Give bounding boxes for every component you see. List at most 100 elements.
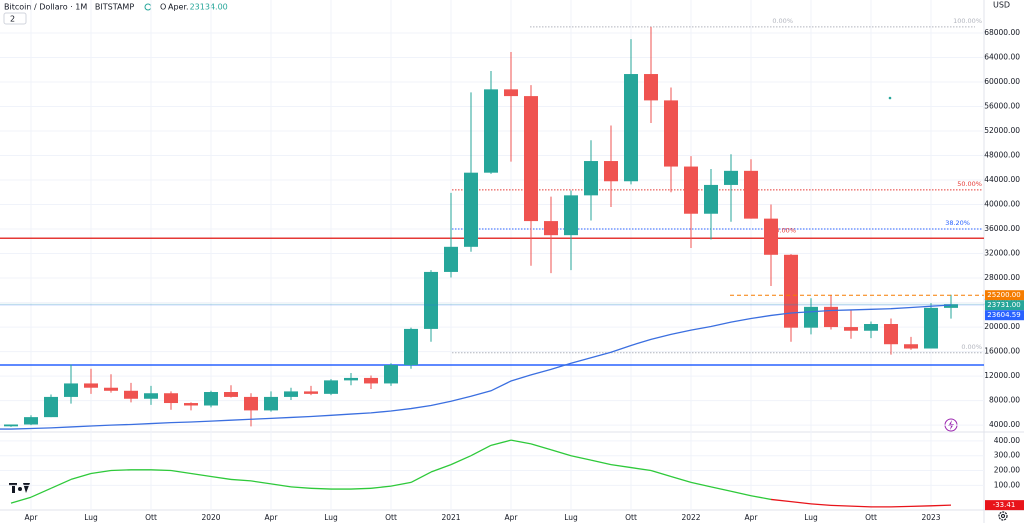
candle-body [4,424,18,427]
y-tick-label: 16000.00 [984,347,1020,356]
x-tick-label: Lug [804,513,818,522]
currency: USD [993,1,1010,10]
indicator-segment [910,505,932,508]
candle-body [264,396,278,411]
candle-body [564,195,578,236]
candle-body [164,393,178,404]
settings[interactable] [998,511,1008,521]
candle-body [464,172,478,247]
price-tag [985,300,1024,311]
candle-body [864,324,878,331]
indicator-segment [790,501,812,505]
candle-body [584,161,598,196]
indicator-segment [710,486,732,492]
candle-body [304,391,318,394]
fib-label: 50.00% [957,180,982,188]
candle-body [324,380,338,394]
y-tick-label: 60000.00 [984,77,1020,86]
candle-body [424,271,438,329]
indicator-segment [250,480,272,485]
indicator-segment [450,455,472,466]
candle-body [924,307,938,349]
indicator-segment [170,469,192,475]
indicator-segment [490,439,512,446]
candle-body [204,392,218,406]
moving-average [0,304,952,430]
y-tick-label: 40000.00 [984,200,1020,209]
x-tick-label: Lug [84,513,98,522]
candle-body [444,246,458,272]
candle-body [744,170,758,219]
price-tag-label: -33.41 [993,501,1016,509]
candle-body [504,89,518,97]
candle-body [944,304,958,308]
indicator-segment [750,495,772,501]
candle-body [244,396,258,411]
x-tick-label: Apr [25,513,39,522]
collapse-button[interactable] [3,12,27,25]
study-count[interactable]: 2 [10,15,15,24]
price-tag [985,310,1024,321]
gear[interactable] [998,511,1008,521]
fib-label: 0.00% [772,17,793,25]
grid [0,0,984,510]
indicator-segment [470,444,492,457]
fib-label: 100.00% [953,17,982,25]
candle-body [764,218,778,255]
x-tick-label: Ott [385,513,397,522]
candle-body [604,161,618,182]
candle-body [784,254,798,328]
y2-tick-label: 400.00 [994,436,1020,445]
marker-dot [888,96,892,100]
candle-body [844,327,858,331]
y-tick-label: 56000.00 [984,102,1020,111]
indicator-segment [690,481,712,488]
y-tick-label: 32000.00 [984,249,1020,258]
candle-body [84,383,98,388]
y-tick-label: 20000.00 [984,322,1020,331]
indicator-segment [410,471,432,483]
y-tick-label: 68000.00 [984,28,1020,37]
symbol: Bitcoin / Dollaro · 1M · BITSTAMP [4,3,134,12]
indicator-segment [830,504,852,507]
y-tick-label: 8000.00 [989,396,1020,405]
candle-body [144,393,158,399]
indicator-segment [10,496,32,504]
fib-label: 38.20% [945,219,970,227]
indicator-segment [930,504,952,507]
candle-body [364,377,378,384]
candle-body [624,74,638,182]
indicator-segment [290,486,312,489]
x-tick-label: Ott [145,513,157,522]
x-tick-label: Apr [745,513,759,522]
candle-body [404,328,418,366]
indicator-segment [30,487,52,498]
indicator-segment [110,469,132,472]
gear-hub[interactable] [1001,514,1005,518]
candle-body [904,344,918,349]
price-tag [985,290,1024,301]
indicator-segment [770,498,792,503]
x-tick-label: Apr [505,513,519,522]
candle-body [664,100,678,167]
indicator-segment [630,466,652,472]
indicator-segment [350,487,372,490]
indicator-segment [650,469,672,478]
indicator-segment [370,485,392,489]
fib-label: 0.00% [961,343,982,351]
x-tick-label: Ott [625,513,637,522]
indicator-segment [670,475,692,484]
y-tick-label: 36000.00 [984,224,1020,233]
indicator-segment [210,475,232,481]
ohlc-open-key: O [160,3,166,12]
y-tick-label: 64000.00 [984,52,1020,61]
indicator-segment [190,472,212,478]
indicator-segment [850,505,872,508]
y2-tick-label: 100.00 [994,480,1020,489]
candle-body [884,324,898,345]
indicator-segment [730,490,752,497]
candle-body [344,377,358,381]
candle-body [384,365,398,384]
indicator-segment [590,459,612,466]
